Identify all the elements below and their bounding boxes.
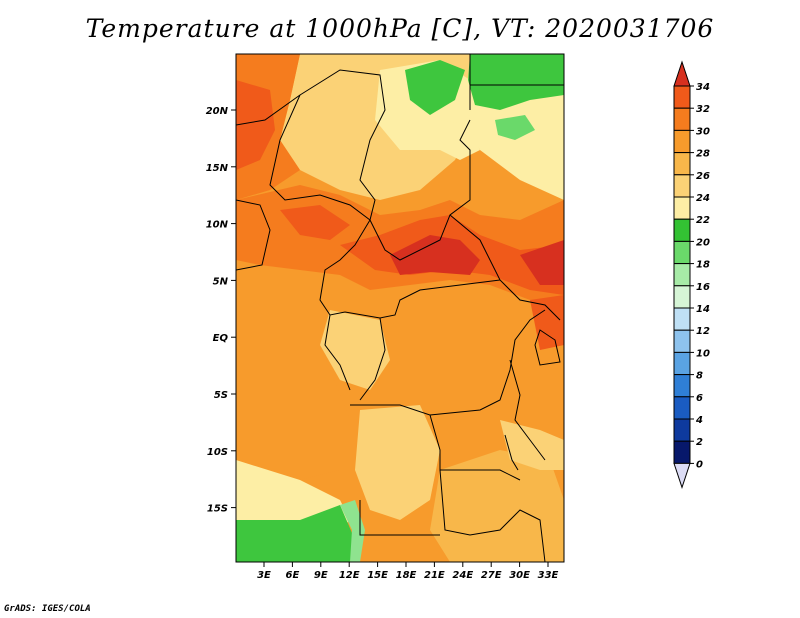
colorbar-label: 22 [696, 215, 710, 226]
colorbar-bin [673, 107, 691, 131]
colorbar-top-arrow [673, 60, 691, 87]
border-14 [439, 469, 546, 562]
border-15 [359, 500, 440, 536]
colorbar-bin [673, 329, 691, 353]
lon-label: 30E [509, 570, 530, 581]
border-3 [236, 199, 271, 271]
colorbar-bin [673, 174, 691, 198]
colorbar-label: 8 [696, 371, 703, 382]
longitude-axis: 3E 6E 9E 12E 15E 18E 21E 24E 27E 30E 33E [257, 562, 559, 581]
colorbar-label: 0 [696, 459, 703, 470]
colorbar-label: 4 [695, 415, 703, 426]
border-1 [236, 69, 386, 221]
lat-label: EQ [213, 333, 229, 344]
field-green-patch [495, 115, 535, 140]
colorbar-bin [673, 129, 691, 154]
lake-tanganyika [504, 434, 519, 471]
colorbar-label: 24 [696, 193, 710, 204]
colorbar-bottom-arrow [673, 462, 691, 489]
map-title: Temperature at 1000hPa [C], VT: 20200317… [85, 14, 715, 43]
lon-label: 18E [396, 570, 417, 581]
colorbar-bin [673, 396, 691, 420]
lon-label: 27E [481, 570, 502, 581]
colorbar-bin [673, 418, 691, 442]
lon-label: 15E [367, 570, 388, 581]
colorbar-label: 10 [696, 348, 710, 359]
colorbar-label: 6 [696, 393, 703, 404]
field-hot-core [390, 235, 480, 275]
colorbar-bin [673, 307, 691, 331]
colorbar-bin [673, 285, 691, 309]
latitude-axis: 20N 15N 10N 5N EQ 5S 10S 15S [206, 106, 236, 515]
field-northwest-hot [236, 80, 275, 170]
lon-label: 24E [452, 570, 473, 581]
grads-credit: GrADS: IGES/COLA [4, 604, 91, 614]
field-north-green [405, 60, 465, 115]
lon-label: 6E [286, 570, 300, 581]
border-10 [324, 314, 351, 391]
lat-label: 20N [206, 106, 229, 117]
colorbar-label: 16 [696, 282, 710, 293]
field-southwest-green [236, 505, 355, 562]
border-16 [509, 359, 546, 461]
lat-label: 5S [214, 390, 228, 401]
colorbar-label: 18 [696, 260, 710, 271]
field-southwest-orange [236, 330, 350, 480]
colorbar-bin [673, 196, 691, 220]
lon-label: 9E [314, 570, 328, 581]
field-hot-west [280, 205, 350, 240]
colorbar-label: 12 [696, 326, 710, 337]
country-borders [236, 54, 564, 562]
lon-label: 33E [538, 570, 559, 581]
lon-label: 3E [257, 570, 271, 581]
colorbar-bin [673, 240, 691, 265]
border-2 [269, 94, 371, 221]
field-northeast-green [468, 54, 564, 110]
colorbar-label: 14 [696, 304, 710, 315]
colorbar-bin [673, 351, 691, 376]
lat-label: 15N [206, 163, 229, 174]
temperature-field [236, 54, 564, 562]
colorbar-bin [673, 85, 691, 109]
field-east-tan [500, 420, 564, 470]
lat-label: 10N [206, 220, 229, 231]
colorbar-label: 26 [696, 171, 710, 182]
colorbar-bin [673, 152, 691, 176]
map-frame [235, 53, 565, 563]
colorbar-label: 34 [696, 82, 710, 93]
field-east-hot [530, 295, 564, 350]
lon-label: 21E [424, 570, 445, 581]
colorbar-label: 2 [696, 437, 703, 448]
field-congo-tan [320, 310, 390, 390]
border-5 [449, 214, 561, 321]
field-angola-tan [355, 405, 440, 520]
lon-label: 12E [339, 570, 360, 581]
border-13 [429, 309, 546, 416]
lat-label: 10S [207, 447, 228, 458]
colorbar-bin [673, 440, 691, 464]
colorbar-label: 32 [696, 104, 710, 115]
colorbar-label: 28 [696, 149, 710, 160]
colorbar-bin [673, 263, 691, 287]
colorbar-label: 20 [696, 237, 710, 248]
lat-label: 15S [207, 504, 228, 515]
border-12 [350, 404, 521, 481]
lat-label: 5N [213, 276, 229, 287]
border-11 [359, 317, 386, 401]
field-light-green-strip [340, 500, 365, 562]
colorbar-bin [673, 218, 691, 242]
colorbar-bin [673, 374, 691, 398]
field-hot-core-east [520, 240, 564, 285]
colorbar-label: 30 [696, 126, 710, 137]
lake-victoria [534, 329, 561, 366]
